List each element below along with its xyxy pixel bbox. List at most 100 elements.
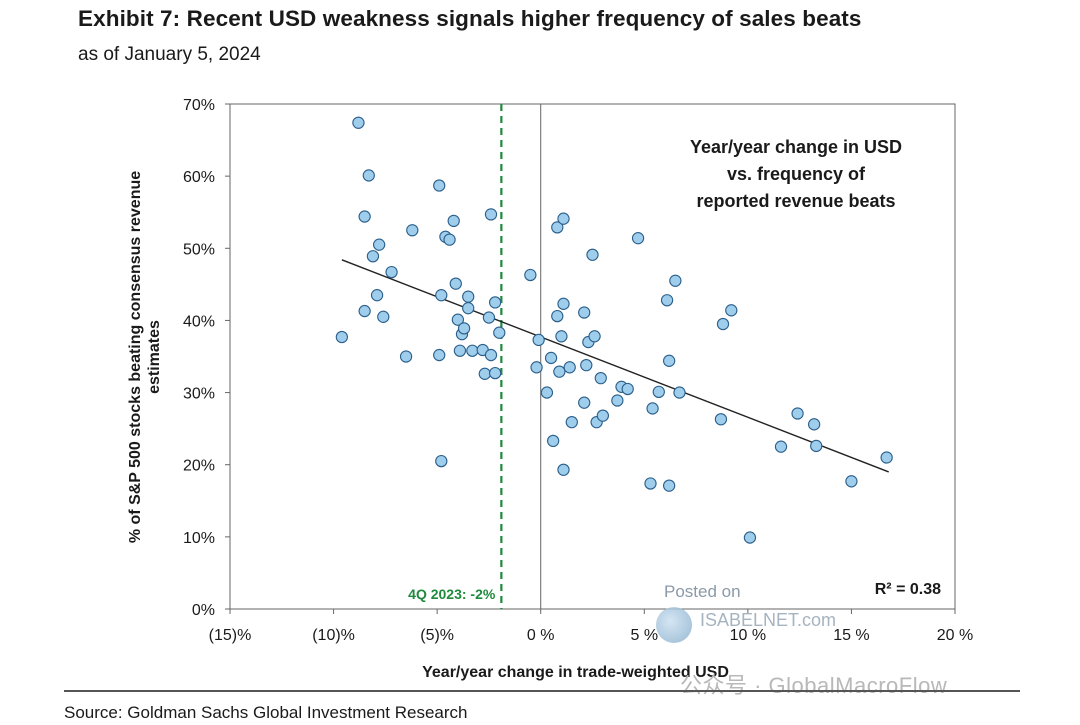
data-point: [462, 302, 475, 315]
data-point: [774, 440, 788, 453]
data-point: [646, 402, 659, 415]
data-point: [807, 418, 821, 431]
data-point: [631, 232, 645, 245]
data-point: [791, 407, 804, 420]
x-tick-label: (10)%: [312, 627, 355, 644]
x-tick-label: (15)%: [209, 627, 252, 644]
data-point: [586, 248, 599, 261]
data-point: [596, 409, 610, 422]
data-point: [372, 238, 386, 251]
reference-line-label: 4Q 2023: -2%: [408, 586, 496, 602]
y-tick-label: 20%: [183, 458, 215, 475]
chart-subtitle: as of January 5, 2024: [78, 44, 261, 65]
y-tick-label: 70%: [183, 97, 215, 114]
data-point: [580, 359, 593, 372]
y-tick-label: 0%: [192, 602, 215, 619]
watermark-globe-icon: [656, 607, 692, 643]
data-point: [447, 214, 460, 228]
data-point: [433, 179, 446, 192]
data-point: [482, 311, 496, 324]
watermark-social: 公众号 · GlobalMacroFlow: [680, 673, 948, 698]
data-point: [621, 382, 634, 396]
data-point: [443, 233, 456, 246]
data-point: [652, 385, 665, 398]
annotation-line: Year/year change in USD: [690, 137, 902, 157]
data-point: [714, 413, 728, 426]
data-point: [662, 354, 676, 367]
x-axis-label: Year/year change in trade-weighted USD: [422, 664, 729, 681]
data-point: [553, 365, 566, 378]
data-point: [880, 451, 893, 464]
data-point: [453, 344, 467, 357]
data-point: [660, 294, 674, 307]
y-axis-label-line: % of S&P 500 stocks beating consensus re…: [127, 171, 144, 543]
data-point: [358, 304, 371, 318]
data-point: [478, 367, 491, 380]
data-point: [370, 289, 384, 302]
data-point: [557, 463, 570, 476]
data-point: [557, 297, 570, 310]
x-axis-ticks: (15)% (10)% (5)% 0 % 5 % 10 % 15 % 20 %: [209, 609, 973, 644]
y-tick-label: 10%: [183, 530, 215, 547]
data-point: [557, 212, 570, 225]
data-point: [578, 396, 591, 409]
data-point: [358, 210, 371, 223]
x-tick-label: 20 %: [937, 627, 973, 644]
x-tick-label: 10 %: [730, 627, 766, 644]
trend-line: [341, 259, 889, 473]
data-point: [530, 361, 543, 374]
data-point: [551, 309, 564, 323]
scatter-chart: 0% 10% 20% 30% 40% 50% 60% 70% (15)% (10)% (5)% 0 …: [127, 97, 973, 681]
data-point: [462, 290, 475, 303]
annotation-line: reported revenue beats: [696, 191, 895, 211]
data-point: [716, 317, 730, 331]
annotation-line: vs. frequency of: [727, 164, 866, 184]
data-point: [377, 310, 390, 323]
y-tick-label: 30%: [183, 386, 215, 403]
watermark-site: ISABELNET.com: [700, 610, 837, 630]
data-point: [352, 116, 365, 129]
data-point: [845, 475, 858, 488]
data-point: [493, 326, 506, 339]
data-point: [644, 477, 657, 490]
data-point: [546, 434, 560, 448]
y-axis-label-line: estimates: [146, 320, 163, 394]
data-point: [662, 479, 676, 492]
y-axis-ticks: 0% 10% 20% 30% 40% 50% 60% 70%: [183, 97, 230, 619]
footer-rule: [64, 690, 1020, 692]
data-point: [743, 531, 757, 544]
data-point: [540, 386, 554, 399]
watermark-posted-on: Posted on: [664, 582, 741, 601]
data-point: [457, 322, 471, 335]
data-point: [435, 289, 448, 302]
source-note: Source: Goldman Sachs Global Investment …: [64, 703, 468, 722]
x-tick-label: 0 %: [527, 627, 555, 644]
data-point: [611, 394, 624, 407]
data-point: [484, 208, 498, 221]
data-point: [366, 250, 380, 263]
chart-annotation: Year/year change in USD vs. frequency of r…: [690, 137, 902, 211]
data-point: [385, 265, 398, 279]
data-point: [588, 330, 601, 343]
data-point: [435, 454, 448, 468]
y-tick-label: 40%: [183, 313, 215, 330]
data-point: [551, 221, 564, 234]
data-point: [725, 304, 738, 317]
data-point: [578, 306, 591, 319]
data-points: [335, 116, 893, 544]
data-point: [810, 439, 823, 453]
data-point: [484, 348, 498, 362]
x-tick-label: (5)%: [420, 627, 454, 644]
data-point: [449, 277, 462, 290]
plot-frame: [229, 103, 956, 610]
data-point: [532, 333, 545, 347]
data-point: [451, 313, 465, 326]
data-point: [544, 351, 558, 365]
data-point: [488, 296, 502, 309]
y-axis-label: % of S&P 500 stocks beating consensus re…: [127, 171, 163, 543]
data-point: [594, 371, 607, 385]
data-point: [565, 415, 578, 429]
chart-title: Exhibit 7: Recent USD weakness signals h…: [78, 6, 862, 31]
x-tick-label: 15 %: [833, 627, 869, 644]
data-point: [335, 330, 349, 344]
